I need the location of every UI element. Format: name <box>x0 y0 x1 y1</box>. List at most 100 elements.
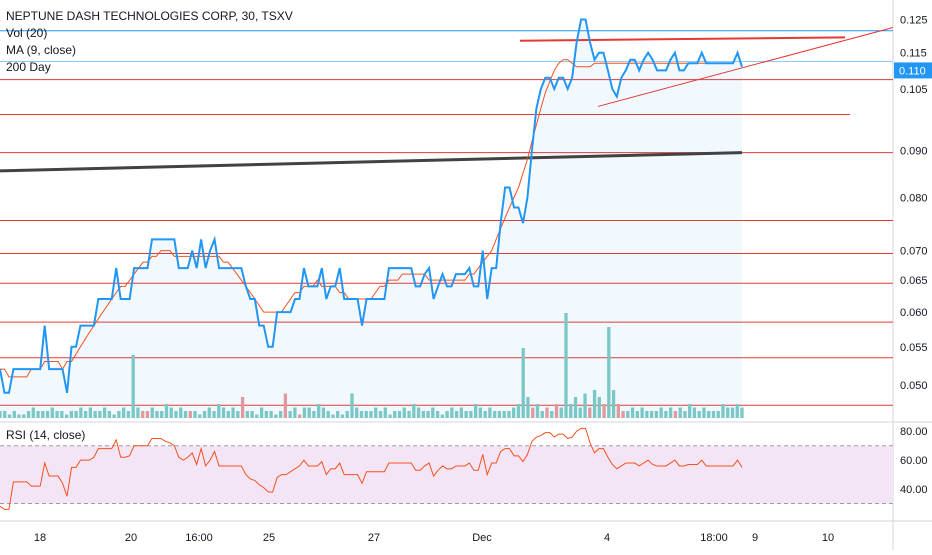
chart-legend: NEPTUNE DASH TECHNOLOGIES CORP, 30, TSXV… <box>6 8 293 76</box>
volume-bar <box>621 411 625 418</box>
volume-bar <box>607 327 611 418</box>
volume-bar <box>688 404 692 418</box>
volume-bar <box>60 411 64 418</box>
volume-bar <box>55 411 59 418</box>
volume-bar <box>440 414 445 418</box>
volume-bar <box>93 411 97 418</box>
volume-bar <box>497 411 502 418</box>
volume-bar <box>326 411 330 418</box>
volume-bar <box>493 411 497 418</box>
volume-bar <box>98 411 102 418</box>
volume-bar <box>183 411 188 418</box>
price-line <box>0 18 743 394</box>
volume-bar <box>635 411 640 418</box>
volume-bar <box>278 411 283 418</box>
volume-bar <box>88 407 93 418</box>
volume-bar <box>312 411 316 418</box>
time-tick-label: 27 <box>368 532 380 544</box>
volume-bar <box>412 404 416 418</box>
volume-bar <box>283 393 288 418</box>
current-price-badge <box>894 62 932 79</box>
volume-bar <box>74 411 78 418</box>
volume-bar <box>483 411 487 418</box>
volume-bar <box>588 407 592 418</box>
rsi-line <box>0 427 743 510</box>
volume-bar <box>554 404 559 418</box>
volume-bar <box>174 411 178 418</box>
rsi-band <box>0 445 893 504</box>
volume-bar <box>259 407 264 418</box>
volume-bar <box>226 411 230 418</box>
volume-bar <box>426 411 430 418</box>
volume-bar <box>12 411 16 418</box>
volume-bar <box>383 407 387 418</box>
volume-bar <box>317 404 321 418</box>
volume-bar <box>512 407 516 418</box>
volume-bar <box>355 407 359 418</box>
volume-bar <box>416 407 421 418</box>
volume-bar <box>435 411 440 418</box>
volume-bar <box>307 407 311 418</box>
current-price-label: 0.110 <box>899 65 926 77</box>
volume-bar <box>516 404 521 418</box>
volume-bar <box>145 411 150 418</box>
volume-bar <box>569 404 573 418</box>
volume-bar <box>126 411 131 418</box>
volume-bar <box>597 397 601 418</box>
volume-bar <box>697 411 701 418</box>
volume-bar <box>626 411 630 418</box>
volume-bar <box>726 407 730 418</box>
resistance-line <box>519 36 846 42</box>
volume-bar <box>240 397 245 418</box>
volume-bar <box>407 411 411 418</box>
volume-bar <box>583 393 587 418</box>
volume-bar <box>668 407 673 418</box>
volume-bar <box>141 411 145 418</box>
volume-bar <box>155 411 159 418</box>
volume-bar <box>302 407 307 418</box>
volume-bar <box>721 404 725 418</box>
volume-bar <box>421 411 425 418</box>
rsi-tick-label: 80.00 <box>900 426 928 438</box>
volume-bar <box>454 411 459 418</box>
indicator-200day[interactable]: 200 Day <box>6 60 51 74</box>
volume-bar <box>69 411 74 418</box>
volume-bar <box>564 313 568 418</box>
volume-bar <box>217 404 221 418</box>
volume-bar <box>645 411 649 418</box>
indicator-volume[interactable]: Vol (20) <box>6 26 48 40</box>
volume-bar <box>107 411 112 418</box>
volume-bar <box>659 407 663 418</box>
volume-bar <box>255 414 259 418</box>
volume-bar <box>450 407 454 418</box>
price-area <box>0 19 742 418</box>
volume-bar <box>350 393 354 418</box>
volume-bar <box>364 411 368 418</box>
volume-bar <box>231 407 235 418</box>
volume-bar <box>297 414 302 418</box>
volume-bar <box>288 411 292 418</box>
rsi-label[interactable]: RSI (14, close) <box>6 428 86 442</box>
volume-bar <box>388 414 392 418</box>
volume-bar <box>198 414 202 418</box>
chart-title: NEPTUNE DASH TECHNOLOGIES CORP, 30, TSXV <box>6 9 293 23</box>
volume-bar <box>112 414 116 418</box>
volume-bar <box>592 390 597 418</box>
volume-bar <box>602 404 606 418</box>
day200-line <box>0 151 743 173</box>
volume-bar <box>274 414 278 418</box>
volume-bar <box>193 411 197 418</box>
price-tick-label: 0.060 <box>900 307 928 319</box>
volume-bar <box>221 407 226 418</box>
volume-bar <box>502 411 506 418</box>
volume-bar <box>464 411 468 418</box>
time-tick-label: Dec <box>472 532 492 544</box>
volume-bar <box>616 404 620 418</box>
volume-bar <box>160 411 164 418</box>
volume-bar <box>630 407 635 418</box>
time-tick-label: 9 <box>752 532 758 544</box>
volume-bar <box>340 414 345 418</box>
indicator-ma[interactable]: MA (9, close) <box>6 43 77 57</box>
